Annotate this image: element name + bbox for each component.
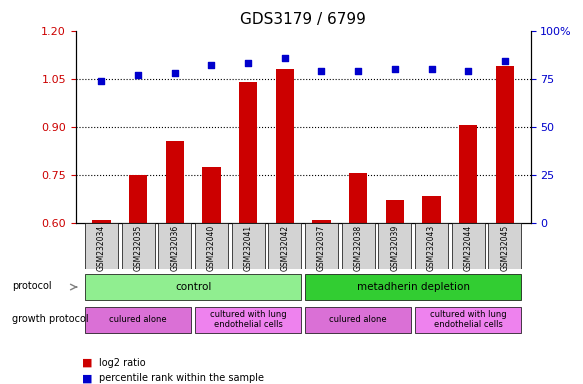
Text: metadherin depletion: metadherin depletion <box>357 282 470 292</box>
Bar <box>312 220 331 223</box>
Text: GSM232036: GSM232036 <box>170 225 180 271</box>
Text: GSM232041: GSM232041 <box>244 225 252 271</box>
FancyBboxPatch shape <box>489 223 521 269</box>
Text: ■: ■ <box>82 373 92 383</box>
Point <box>353 68 363 74</box>
Title: GDS3179 / 6799: GDS3179 / 6799 <box>240 12 366 27</box>
FancyBboxPatch shape <box>85 274 301 300</box>
Text: GSM232034: GSM232034 <box>97 225 106 271</box>
Text: control: control <box>175 282 211 292</box>
FancyBboxPatch shape <box>415 223 448 269</box>
Bar <box>496 66 514 223</box>
FancyBboxPatch shape <box>85 223 118 269</box>
Point <box>244 60 253 66</box>
FancyBboxPatch shape <box>268 223 301 269</box>
Point <box>500 58 510 65</box>
Point <box>134 72 143 78</box>
Text: GSM232040: GSM232040 <box>207 225 216 271</box>
Text: GSM232042: GSM232042 <box>280 225 289 271</box>
Text: log2 ratio: log2 ratio <box>99 358 146 368</box>
Bar <box>92 220 111 223</box>
Bar <box>386 200 404 223</box>
FancyBboxPatch shape <box>415 307 521 333</box>
Point <box>280 55 290 61</box>
Text: growth protocol: growth protocol <box>12 314 88 324</box>
FancyBboxPatch shape <box>452 223 484 269</box>
FancyBboxPatch shape <box>342 223 375 269</box>
Text: protocol: protocol <box>12 281 51 291</box>
FancyBboxPatch shape <box>378 223 412 269</box>
FancyBboxPatch shape <box>122 223 154 269</box>
Text: GSM232043: GSM232043 <box>427 225 436 271</box>
Text: GSM232037: GSM232037 <box>317 225 326 271</box>
Point <box>427 66 436 72</box>
Point <box>317 68 326 74</box>
Text: GSM232038: GSM232038 <box>354 225 363 271</box>
FancyBboxPatch shape <box>195 307 301 333</box>
Text: cultured with lung
endothelial cells: cultured with lung endothelial cells <box>210 310 286 329</box>
Bar <box>129 175 147 223</box>
FancyBboxPatch shape <box>195 223 228 269</box>
Text: GSM232039: GSM232039 <box>391 225 399 271</box>
Bar <box>202 167 220 223</box>
FancyBboxPatch shape <box>305 223 338 269</box>
Point <box>390 66 399 72</box>
Point <box>463 68 473 74</box>
Bar <box>276 69 294 223</box>
Bar <box>422 195 441 223</box>
Bar <box>459 125 477 223</box>
Bar <box>239 82 257 223</box>
Bar <box>166 141 184 223</box>
Point <box>170 70 180 76</box>
Point <box>207 62 216 68</box>
Text: cultured with lung
endothelial cells: cultured with lung endothelial cells <box>430 310 507 329</box>
FancyBboxPatch shape <box>85 307 191 333</box>
FancyBboxPatch shape <box>305 274 521 300</box>
Text: culured alone: culured alone <box>110 315 167 324</box>
Text: GSM232044: GSM232044 <box>463 225 473 271</box>
Text: percentile rank within the sample: percentile rank within the sample <box>99 373 264 383</box>
Text: ■: ■ <box>82 358 92 368</box>
Bar <box>349 173 367 223</box>
FancyBboxPatch shape <box>305 307 412 333</box>
FancyBboxPatch shape <box>231 223 265 269</box>
Text: GSM232035: GSM232035 <box>134 225 143 271</box>
Text: culured alone: culured alone <box>329 315 387 324</box>
FancyBboxPatch shape <box>159 223 191 269</box>
Text: GSM232045: GSM232045 <box>500 225 510 271</box>
Point <box>97 78 106 84</box>
